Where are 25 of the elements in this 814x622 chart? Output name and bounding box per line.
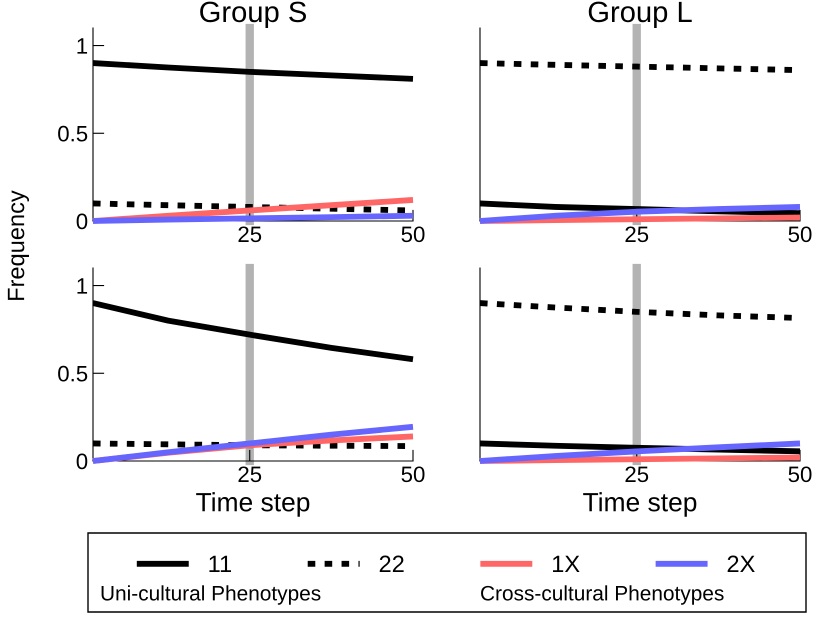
x-axis-title: Time step bbox=[583, 492, 696, 517]
x-axis-title: Time step bbox=[196, 492, 310, 517]
y-tick-label: 0.5 bbox=[58, 126, 88, 142]
text: Uni-cultural Phenotypes bbox=[102, 585, 320, 605]
legend-label: 11 bbox=[209, 556, 232, 572]
x-tick-label: 50 bbox=[402, 466, 424, 482]
x-tick-label: 50 bbox=[402, 226, 424, 242]
legend-label: 1X bbox=[552, 556, 580, 572]
x-tick-label: 50 bbox=[788, 226, 812, 242]
y-tick-label: 0 bbox=[76, 214, 88, 230]
y-axis-title: Frequency bbox=[8, 190, 29, 300]
x-tick-label: 25 bbox=[238, 226, 262, 242]
x-tick-label: 25 bbox=[625, 466, 648, 482]
y-tick-label: 0 bbox=[76, 454, 88, 470]
x-tick-label: 50 bbox=[788, 466, 812, 482]
legend-label: 2X bbox=[728, 556, 755, 572]
y-tick-label: 1 bbox=[77, 38, 88, 54]
chart-title: Group L bbox=[588, 2, 692, 28]
y-tick-label: 0.5 bbox=[58, 366, 88, 382]
x-tick-label: 25 bbox=[625, 226, 648, 242]
legend-label: 22 bbox=[380, 556, 404, 572]
y-tick-label: 1 bbox=[77, 278, 88, 294]
text: Cross-cultural Phenotypes bbox=[481, 585, 724, 605]
chart-title: Group S bbox=[200, 2, 306, 28]
x-tick-label: 25 bbox=[238, 466, 262, 482]
